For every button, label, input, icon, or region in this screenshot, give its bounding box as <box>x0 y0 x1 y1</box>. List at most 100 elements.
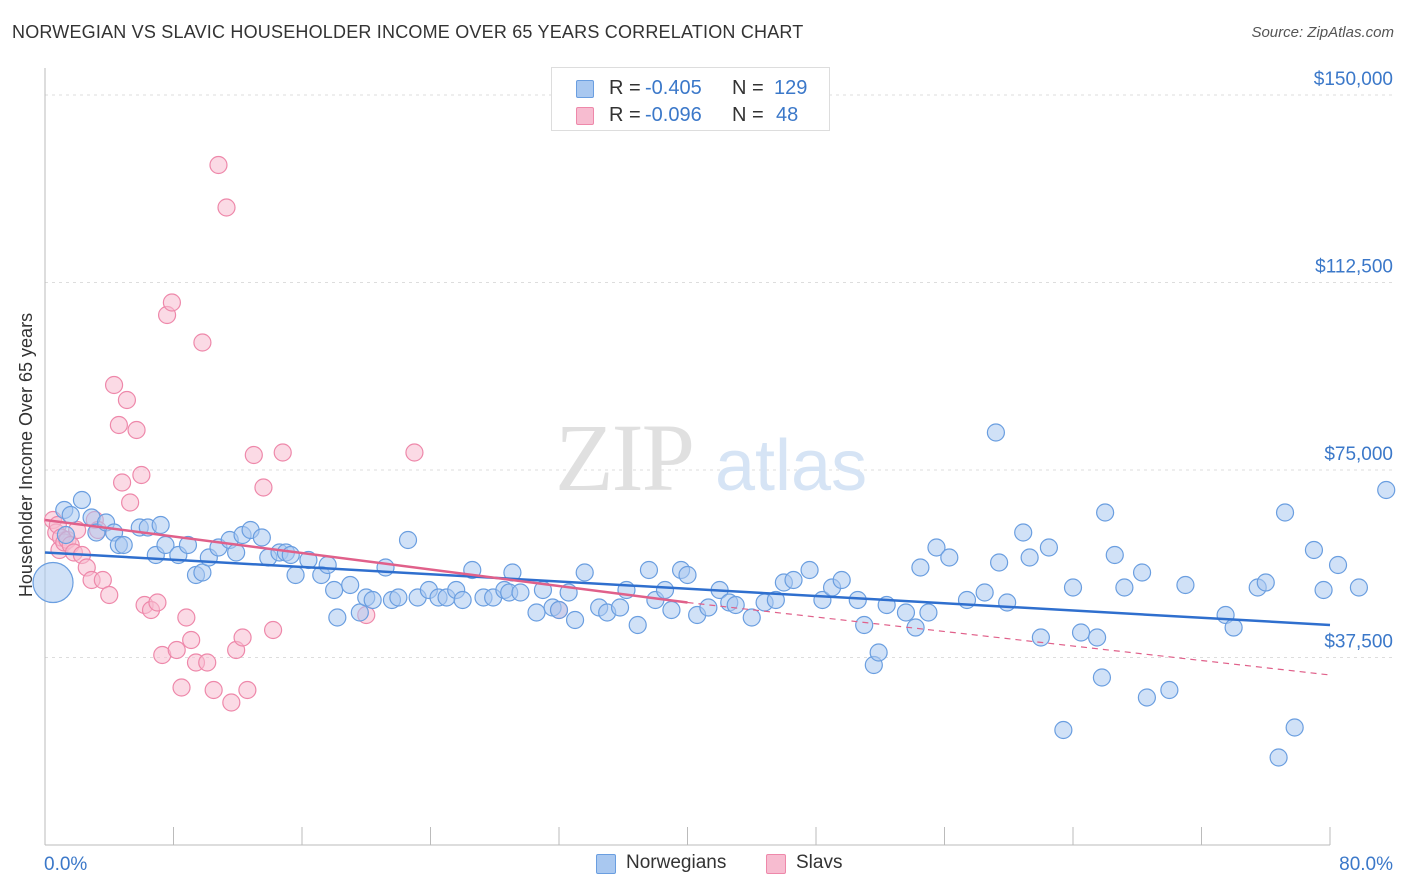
norwegians-point <box>1377 480 1396 500</box>
slavs-trend-extension <box>687 601 1331 676</box>
slavs-point <box>100 585 119 605</box>
pink-swatch <box>576 107 594 125</box>
n-value: 129 <box>774 77 808 99</box>
norwegians-point <box>1314 580 1333 600</box>
norwegians-point <box>1054 720 1073 740</box>
norwegians-point <box>565 610 585 630</box>
slavs-point <box>405 443 424 462</box>
blue-swatch <box>596 854 616 874</box>
norwegians-point <box>1105 545 1124 565</box>
watermark: ZIP atlas <box>555 404 867 511</box>
slavs-point <box>172 678 191 697</box>
norwegians-point <box>1304 540 1324 560</box>
norwegians-point <box>848 590 867 610</box>
slavs-point <box>121 493 140 512</box>
legend-item-norwegians[interactable]: Norwegians <box>596 852 746 876</box>
n-label: N = <box>732 104 764 126</box>
slavs-point <box>104 375 124 395</box>
slavs-point <box>204 680 223 700</box>
y-tick-label: $75,000 <box>1324 444 1393 465</box>
norwegians-point <box>1256 573 1275 592</box>
slavs-trend-line <box>44 518 688 604</box>
legend-item-slavs[interactable]: Slavs <box>766 852 866 876</box>
slavs-point <box>238 680 257 700</box>
norwegians-point <box>896 603 916 622</box>
norwegians-point-large <box>32 561 74 604</box>
n-value: 48 <box>776 104 799 126</box>
norwegians-point <box>1020 548 1039 567</box>
norwegians-point <box>927 538 946 557</box>
n-label: N = <box>732 77 764 99</box>
slavs-point <box>148 593 167 612</box>
correlation-legend: R = -0.405 N = 129 R = -0.096 N = 48 <box>551 67 830 131</box>
norwegians-point <box>114 535 133 555</box>
x-tick-label: 0.0% <box>44 854 87 875</box>
norwegians-point <box>784 570 803 590</box>
norwegians-point <box>527 603 546 622</box>
norwegians-point <box>1014 523 1033 542</box>
slavs-point <box>263 620 283 640</box>
slavs-point <box>198 653 217 672</box>
norwegians-point <box>742 608 761 627</box>
r-value: -0.405 <box>645 77 702 99</box>
norwegians-point <box>1275 503 1295 522</box>
norwegians-point <box>1063 578 1083 597</box>
norwegians-point <box>1092 668 1112 687</box>
norwegians-point <box>678 565 697 585</box>
slavs-point <box>132 465 151 485</box>
norwegians-point <box>56 525 75 545</box>
norwegians-point <box>1285 718 1304 737</box>
norwegians-point <box>1137 688 1156 707</box>
norwegians-point <box>178 535 198 555</box>
norwegians-point <box>766 590 785 610</box>
slavs-point <box>109 415 128 435</box>
norwegians-point <box>1115 578 1134 597</box>
norwegians-point <box>1087 628 1107 647</box>
slavs-point <box>117 390 137 410</box>
slavs-point <box>177 608 196 627</box>
norwegians-point <box>61 505 80 525</box>
norwegians-point <box>1132 563 1152 582</box>
norwegians-point <box>1160 680 1179 700</box>
slavs-point <box>167 640 186 660</box>
norwegians-point <box>610 598 630 617</box>
norwegians-point <box>549 600 569 620</box>
norwegians-point <box>639 560 659 580</box>
y-tick-label: $112,500 <box>1315 257 1393 278</box>
norwegians-point <box>318 555 337 575</box>
norwegians-point <box>1349 578 1369 597</box>
source-label: Source: ZipAtlas.com <box>1251 24 1394 41</box>
legend-label: Norwegians <box>626 852 727 873</box>
norwegians-points <box>32 423 1396 767</box>
norwegians-point <box>350 603 369 622</box>
norwegians-point <box>919 603 938 622</box>
chart-title: NORWEGIAN VS SLAVIC HOUSEHOLDER INCOME O… <box>12 22 804 42</box>
slavs-point <box>112 473 132 492</box>
norwegians-point <box>726 595 745 615</box>
norwegians-point <box>832 570 851 590</box>
norwegians-point <box>1096 503 1115 522</box>
norwegians-point <box>1031 628 1050 647</box>
norwegians-point <box>628 615 647 635</box>
norwegians-point <box>975 583 994 602</box>
norwegians-point <box>1224 618 1243 637</box>
tick-labels: $37,500 $75,000 $112,500 $150,000 0.0% 80.0% <box>44 69 1393 875</box>
slavs-point <box>217 198 236 217</box>
slavs-point <box>182 630 201 650</box>
slavs-points <box>43 155 569 712</box>
norwegians-point <box>341 575 360 595</box>
norwegians-point <box>389 588 408 607</box>
norwegians-point <box>281 545 300 565</box>
norwegians-point <box>1328 555 1348 575</box>
norwegians-point <box>986 423 1006 442</box>
norwegians-point <box>376 558 395 577</box>
axes <box>44 68 1331 846</box>
norwegians-point <box>575 563 594 582</box>
norwegians-point <box>1176 575 1195 595</box>
blue-swatch <box>576 80 594 98</box>
norwegians-point <box>72 490 92 510</box>
norwegians-point <box>1269 748 1288 767</box>
norwegians-point <box>655 580 675 600</box>
norwegians-point <box>699 598 718 617</box>
